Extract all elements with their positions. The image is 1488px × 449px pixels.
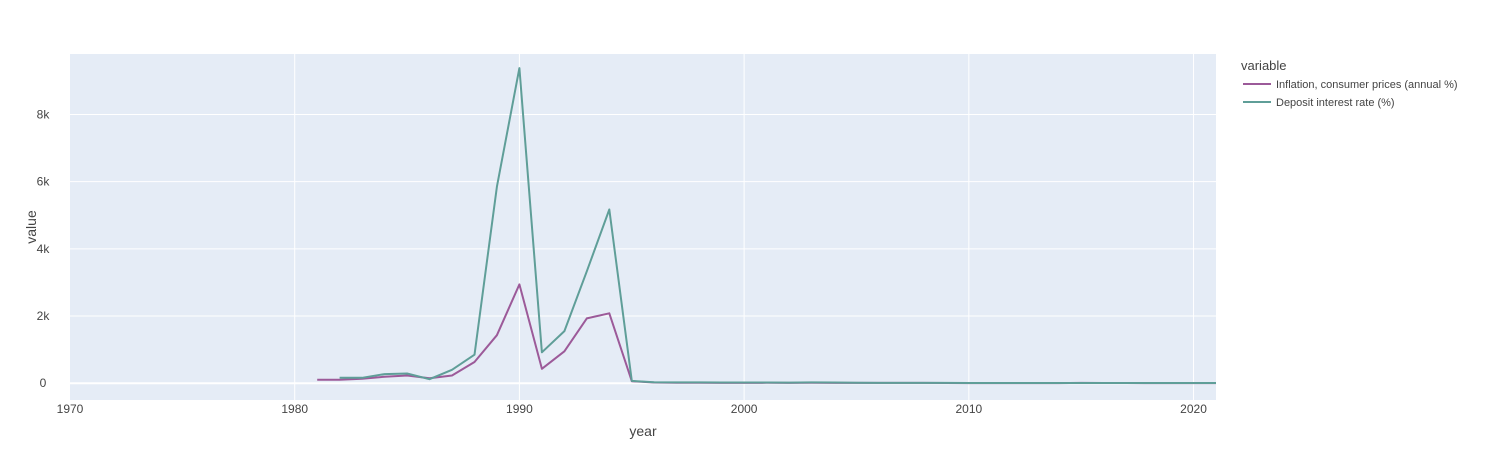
x-gridlines [294,54,1195,400]
x-axis-title: year [629,423,657,439]
y-tick-labels: 0 2k 4k 6k 8k [37,107,51,390]
y-tick-label: 8k [37,107,51,121]
x-tick-label: 1980 [281,402,308,416]
plot-background [70,54,1216,400]
y-axis-title: value [23,210,39,244]
y-tick-label: 2k [37,309,51,323]
legend-label: Inflation, consumer prices (annual %) [1276,79,1458,91]
series-lines [317,67,1216,385]
legend-label: Deposit interest rate (%) [1276,97,1395,109]
x-tick-label: 2020 [1180,402,1207,416]
x-tick-labels: 1970 1980 1990 2000 2010 2020 [57,402,1208,416]
x-tick-label: 2000 [731,402,758,416]
x-tick-label: 1970 [57,402,84,416]
y-tick-label: 6k [37,175,51,189]
y-tick-label: 4k [37,242,51,256]
y-tick-label: 0 [40,376,47,390]
series-line-2 [339,67,1216,384]
legend-title: variable [1241,58,1287,73]
x-tick-label: 1990 [506,402,533,416]
x-tick-label: 2010 [955,402,982,416]
legend: Inflation, consumer prices (annual %) Dep… [1243,79,1458,109]
